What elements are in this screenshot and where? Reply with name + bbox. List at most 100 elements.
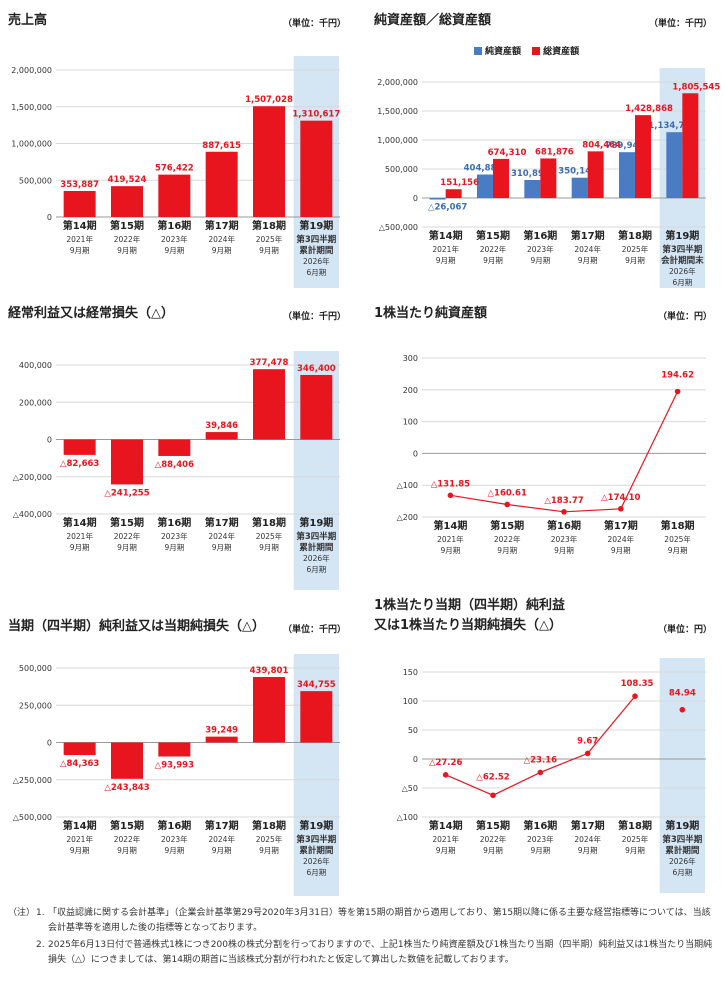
x-tick-label: 第17期 xyxy=(604,519,638,532)
x-sublabel: 6月期 xyxy=(306,268,326,277)
bar xyxy=(300,120,333,217)
data-label: 39,249 xyxy=(205,726,238,736)
note-number: 2. xyxy=(36,940,45,950)
x-sublabel: 9月期 xyxy=(436,846,456,855)
data-point xyxy=(584,750,591,757)
data-point xyxy=(561,509,567,515)
bar xyxy=(666,132,683,198)
x-sublabel: 9月期 xyxy=(530,256,550,265)
panel-title: 1株当たり当期（四半期）純利益 xyxy=(374,598,566,613)
data-label: △62.52 xyxy=(476,772,510,782)
bar xyxy=(158,742,191,757)
data-label: 377,478 xyxy=(250,358,289,368)
assets-chart: △500,000 0 500,000 1,000,000 1,500,000 2,000,… xyxy=(377,68,720,288)
x-tick-label: 第15期 xyxy=(110,819,144,832)
data-label: 39,846 xyxy=(205,421,238,431)
x-sublabel: 2025年 xyxy=(256,834,283,844)
panel-unit: （単位：千円） xyxy=(282,19,346,29)
panel-net: 当期（四半期）純利益又は当期純損失（△） （単位：千円） △500,000 △25… xyxy=(8,618,346,896)
data-label: 1,428,868 xyxy=(625,104,673,114)
data-label: 1,507,028 xyxy=(245,95,293,105)
x-sublabel: 累計期間 xyxy=(299,245,333,256)
data-label: △131.85 xyxy=(431,479,470,489)
y-tick-label: 50 xyxy=(408,726,418,735)
y-tick-label: 500,000 xyxy=(385,165,418,174)
panel-sales: 売上高 （単位：千円） 0 500,000 1,000,000 1,500,000 2,… xyxy=(8,12,346,288)
panel-title: 経常利益又は経常損失（△） xyxy=(8,306,174,321)
data-label: △84,363 xyxy=(60,759,99,769)
x-sublabel: 第3四半期 xyxy=(662,244,702,255)
data-point xyxy=(490,792,496,799)
y-tick-label: 1,000,000 xyxy=(11,140,52,149)
x-sublabel: 2026年 xyxy=(303,256,330,266)
x-sublabel: 第3四半期 xyxy=(296,234,336,245)
panel-assets: 純資産額／総資産額 （単位：千円） 純資産額 総資産額 △500,000 0 500… xyxy=(374,12,720,288)
x-sublabel: 2024年 xyxy=(574,244,601,254)
data-label: 9.67 xyxy=(577,736,598,746)
x-sublabel: 9月期 xyxy=(483,846,503,855)
data-label: 804,464 xyxy=(582,140,621,150)
x-tick-label: 第18期 xyxy=(618,819,652,832)
net-income-chart: △500,000 △250,000 0 250,000 500,000 第14期 2021年… xyxy=(13,654,340,896)
x-tick-label: 第16期 xyxy=(157,819,191,832)
bar xyxy=(205,432,238,440)
data-label: △183.77 xyxy=(544,496,583,506)
x-sublabel: 2021年 xyxy=(432,244,459,254)
x-sublabel: 2021年 xyxy=(66,834,93,844)
y-tick-label: 0 xyxy=(413,755,418,764)
data-point xyxy=(537,769,544,776)
panel-ordinary: 経常利益又は経常損失（△） （単位：千円） △400,000 △200,000 0 2… xyxy=(8,305,346,590)
bar xyxy=(111,742,143,779)
x-sublabel: 2025年 xyxy=(664,534,691,544)
x-sublabel: 9月期 xyxy=(259,846,279,855)
y-tick-label: 200,000 xyxy=(19,398,52,407)
bar xyxy=(493,158,509,198)
x-sublabel: 9月期 xyxy=(441,546,461,555)
x-tick-label: 第14期 xyxy=(429,819,463,832)
x-sublabel: 9月期 xyxy=(164,246,184,255)
bar xyxy=(445,189,462,198)
x-sublabel: 2024年 xyxy=(208,834,235,844)
x-tick-label: 第19期 xyxy=(665,819,699,832)
x-sublabel: 2022年 xyxy=(114,234,141,244)
y-tick-label: △250,000 xyxy=(13,776,52,785)
bar xyxy=(682,93,699,198)
x-sublabel: 9月期 xyxy=(117,543,137,552)
x-sublabel: 2022年 xyxy=(494,534,521,544)
legend-label: 総資産額 xyxy=(543,47,580,57)
eps-chart: △100 △50 0 50 100 150 第14期 2021年 9月期 第15期 2022年 9月期… xyxy=(397,658,706,893)
bar xyxy=(429,198,446,200)
data-label: 344,755 xyxy=(297,680,336,690)
bar xyxy=(253,369,285,440)
data-label: △23.16 xyxy=(524,755,558,765)
data-point xyxy=(442,772,449,778)
series-line xyxy=(445,695,636,796)
x-sublabel: 9月期 xyxy=(554,546,574,555)
x-tick-label: 第19期 xyxy=(299,219,333,232)
x-sublabel: 9月期 xyxy=(578,256,598,265)
y-tick-label: 200 xyxy=(403,386,418,395)
x-sublabel: 2026年 xyxy=(303,856,330,866)
x-tick-label: 第19期 xyxy=(299,516,333,529)
y-tick-label: 1,500,000 xyxy=(11,103,52,112)
y-tick-label: △100 xyxy=(397,813,418,822)
data-point xyxy=(504,501,510,508)
data-label: △174.10 xyxy=(601,493,640,503)
data-label: △243,843 xyxy=(104,783,149,793)
x-sublabel: 9月期 xyxy=(497,546,517,555)
y-tick-label: 1,000,000 xyxy=(377,136,418,145)
bar xyxy=(111,439,143,485)
panel-unit: （単位：円） xyxy=(657,312,712,322)
bar xyxy=(205,736,238,743)
bar xyxy=(587,151,604,198)
x-sublabel: 2024年 xyxy=(208,531,235,541)
x-sublabel: 9月期 xyxy=(164,846,184,855)
x-sublabel: 9月期 xyxy=(436,256,456,265)
data-label: 353,887 xyxy=(60,180,99,190)
x-sublabel: 第3四半期 xyxy=(296,531,336,542)
x-sublabel: 2022年 xyxy=(114,531,141,541)
x-sublabel: 9月期 xyxy=(578,846,598,855)
y-tick-label: 400,000 xyxy=(19,361,52,370)
y-tick-label: 150 xyxy=(403,668,418,677)
note-text: 2025年6月13日付で普通株式1株につき200株の株式分割を行っておりますので… xyxy=(48,940,713,965)
